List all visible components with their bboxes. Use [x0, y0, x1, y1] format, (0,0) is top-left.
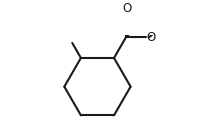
- Text: O: O: [146, 31, 155, 44]
- Text: O: O: [122, 2, 132, 15]
